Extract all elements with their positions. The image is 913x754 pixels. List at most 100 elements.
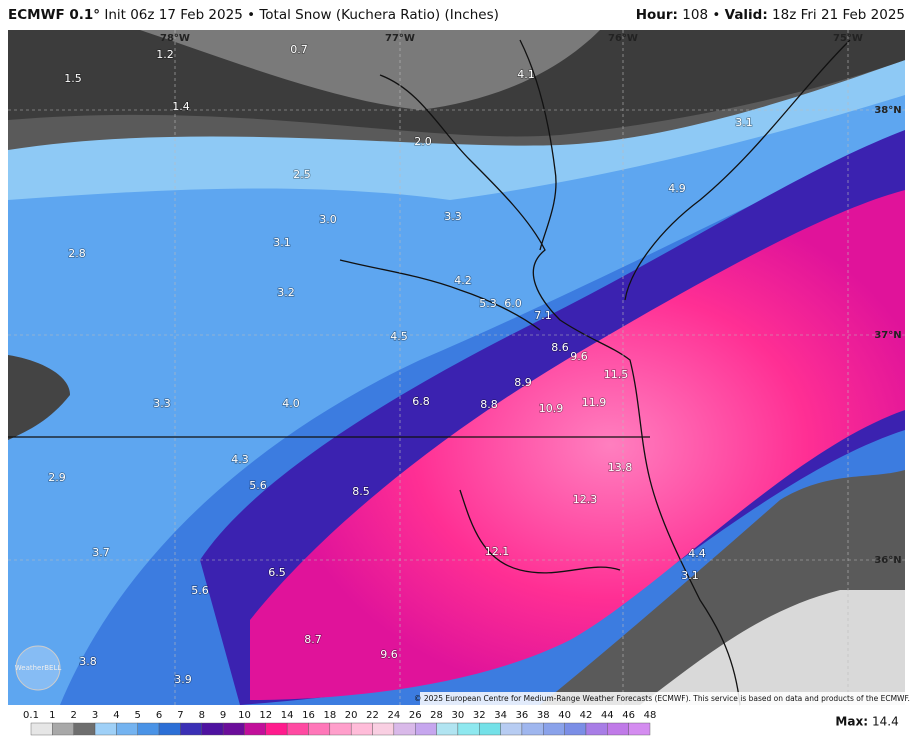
snow-value-label: 3.8 xyxy=(79,655,97,668)
legend-tick: 34 xyxy=(494,710,507,721)
color-swatch xyxy=(265,722,288,736)
longitude-label: 76°W xyxy=(608,33,638,44)
snow-value-label: 9.6 xyxy=(570,350,588,363)
longitude-label: 78°W xyxy=(160,33,190,44)
color-swatch xyxy=(244,722,266,736)
snow-value-label: 8.5 xyxy=(352,485,370,498)
legend-tick: 20 xyxy=(345,710,358,721)
graticule xyxy=(8,30,905,705)
color-swatch xyxy=(543,722,565,736)
snow-value-label: 4.9 xyxy=(668,182,686,195)
details: Init 06z 17 Feb 2025 • Total Snow (Kuche… xyxy=(104,7,499,23)
header-left: ECMWF 0.1° Init 06z 17 Feb 2025 • Total … xyxy=(8,7,499,23)
coastline xyxy=(339,39,851,706)
color-swatch xyxy=(393,722,416,736)
color-swatch xyxy=(628,722,651,736)
separator: • xyxy=(712,7,720,23)
snow-light-gray xyxy=(640,590,905,705)
max-label: Max: xyxy=(835,715,868,729)
color-swatch xyxy=(500,722,523,736)
color-swatch xyxy=(436,722,459,736)
snow-value-label: 3.0 xyxy=(319,213,337,226)
map: WeatherBELL © 2025 European Centre for M… xyxy=(8,30,910,706)
legend-tick: 4 xyxy=(113,710,119,721)
snow-value-label: 2.8 xyxy=(68,247,86,260)
legend-tick: 1 xyxy=(49,710,55,721)
snow-value-label: 7.1 xyxy=(534,309,552,322)
snow-value-label: 3.1 xyxy=(735,116,753,129)
snow-value-label: 13.8 xyxy=(608,461,633,474)
snow-value-label: 5.3 xyxy=(479,297,497,310)
longitude-label: 77°W xyxy=(385,33,415,44)
color-swatch xyxy=(180,722,202,736)
legend-tick: 32 xyxy=(473,710,486,721)
color-swatch xyxy=(94,722,117,736)
legend-tick: 40 xyxy=(558,710,571,721)
snow-value-label: 6.5 xyxy=(268,566,286,579)
legend-tick: 14 xyxy=(281,710,294,721)
snow-value-label: 2.0 xyxy=(414,135,432,148)
snow-value-label: 11.5 xyxy=(604,368,629,381)
logo: WeatherBELL xyxy=(15,664,62,672)
legend-tick: 2 xyxy=(71,710,77,721)
color-swatch xyxy=(222,722,245,736)
snow-value-label: 6.8 xyxy=(412,395,430,408)
latitude-label: 37°N xyxy=(874,330,901,341)
snow-value-label: 1.4 xyxy=(172,100,190,113)
snow-value-label: 8.7 xyxy=(304,633,322,646)
logo-circle xyxy=(15,645,61,691)
snow-value-label: 5.6 xyxy=(249,479,267,492)
valid-label: Valid: xyxy=(725,7,768,23)
copyright-bg xyxy=(420,692,905,705)
color-swatch xyxy=(286,722,309,736)
legend-tick: 22 xyxy=(366,710,379,721)
snow-value-label: 8.8 xyxy=(480,398,498,411)
snow-value-label: 3.9 xyxy=(174,673,192,686)
snow-value-label: 3.1 xyxy=(273,236,291,249)
legend-tick: 48 xyxy=(644,710,657,721)
model: ECMWF 0.1° xyxy=(8,7,100,23)
snow-value-label: 8.9 xyxy=(514,376,532,389)
snow-value-label: 12.3 xyxy=(573,493,598,506)
header-right: Hour: 108 • Valid: 18z Fri 21 Feb 2025 xyxy=(636,7,905,23)
snow-value-label: 12.1 xyxy=(485,545,510,558)
snow-value-label: 2.9 xyxy=(48,471,66,484)
color-swatch xyxy=(585,722,608,736)
snow-value-label: 3.7 xyxy=(92,546,110,559)
color-swatch xyxy=(201,722,224,736)
legend-tick: 30 xyxy=(452,710,465,721)
color-swatch xyxy=(52,722,74,736)
color-swatch xyxy=(329,722,352,736)
snow-value-label: 0.7 xyxy=(290,43,308,56)
valid: 18z Fri 21 Feb 2025 xyxy=(772,7,905,23)
color-swatch xyxy=(137,722,160,736)
legend-tick: 12 xyxy=(259,710,272,721)
snow-pink xyxy=(250,190,905,700)
hour-label: Hour: xyxy=(636,7,678,23)
snow-gray xyxy=(140,30,600,110)
color-swatch xyxy=(457,722,480,736)
copyright: © 2025 European Centre for Medium-Range … xyxy=(414,694,910,703)
snow-value-label: 1.2 xyxy=(156,48,174,61)
color-swatch xyxy=(350,722,373,736)
snow-value-label: 4.4 xyxy=(688,547,706,560)
legend-tick: 44 xyxy=(601,710,614,721)
snow-value-label: 3.2 xyxy=(277,286,295,299)
snow-value-label: 4.3 xyxy=(231,453,249,466)
color-swatch xyxy=(372,722,395,736)
legend-tick: 7 xyxy=(177,710,183,721)
legend-tick: 16 xyxy=(302,710,315,721)
snow-value-label: 4.0 xyxy=(282,397,300,410)
snow-value-label: 10.9 xyxy=(539,402,564,415)
legend-tick: 3 xyxy=(92,710,98,721)
latitude-label: 36°N xyxy=(874,555,901,566)
longitude-label: 75°W xyxy=(833,33,863,44)
hour: 108 xyxy=(682,7,708,23)
legend-tick: 18 xyxy=(323,710,336,721)
snow-value-label: 1.5 xyxy=(64,72,82,85)
snow-value-label: 2.5 xyxy=(293,168,311,181)
snow-value-label: 11.9 xyxy=(582,396,607,409)
max-value: 14.4 xyxy=(872,715,899,729)
snow-value-label: 3.3 xyxy=(153,397,171,410)
